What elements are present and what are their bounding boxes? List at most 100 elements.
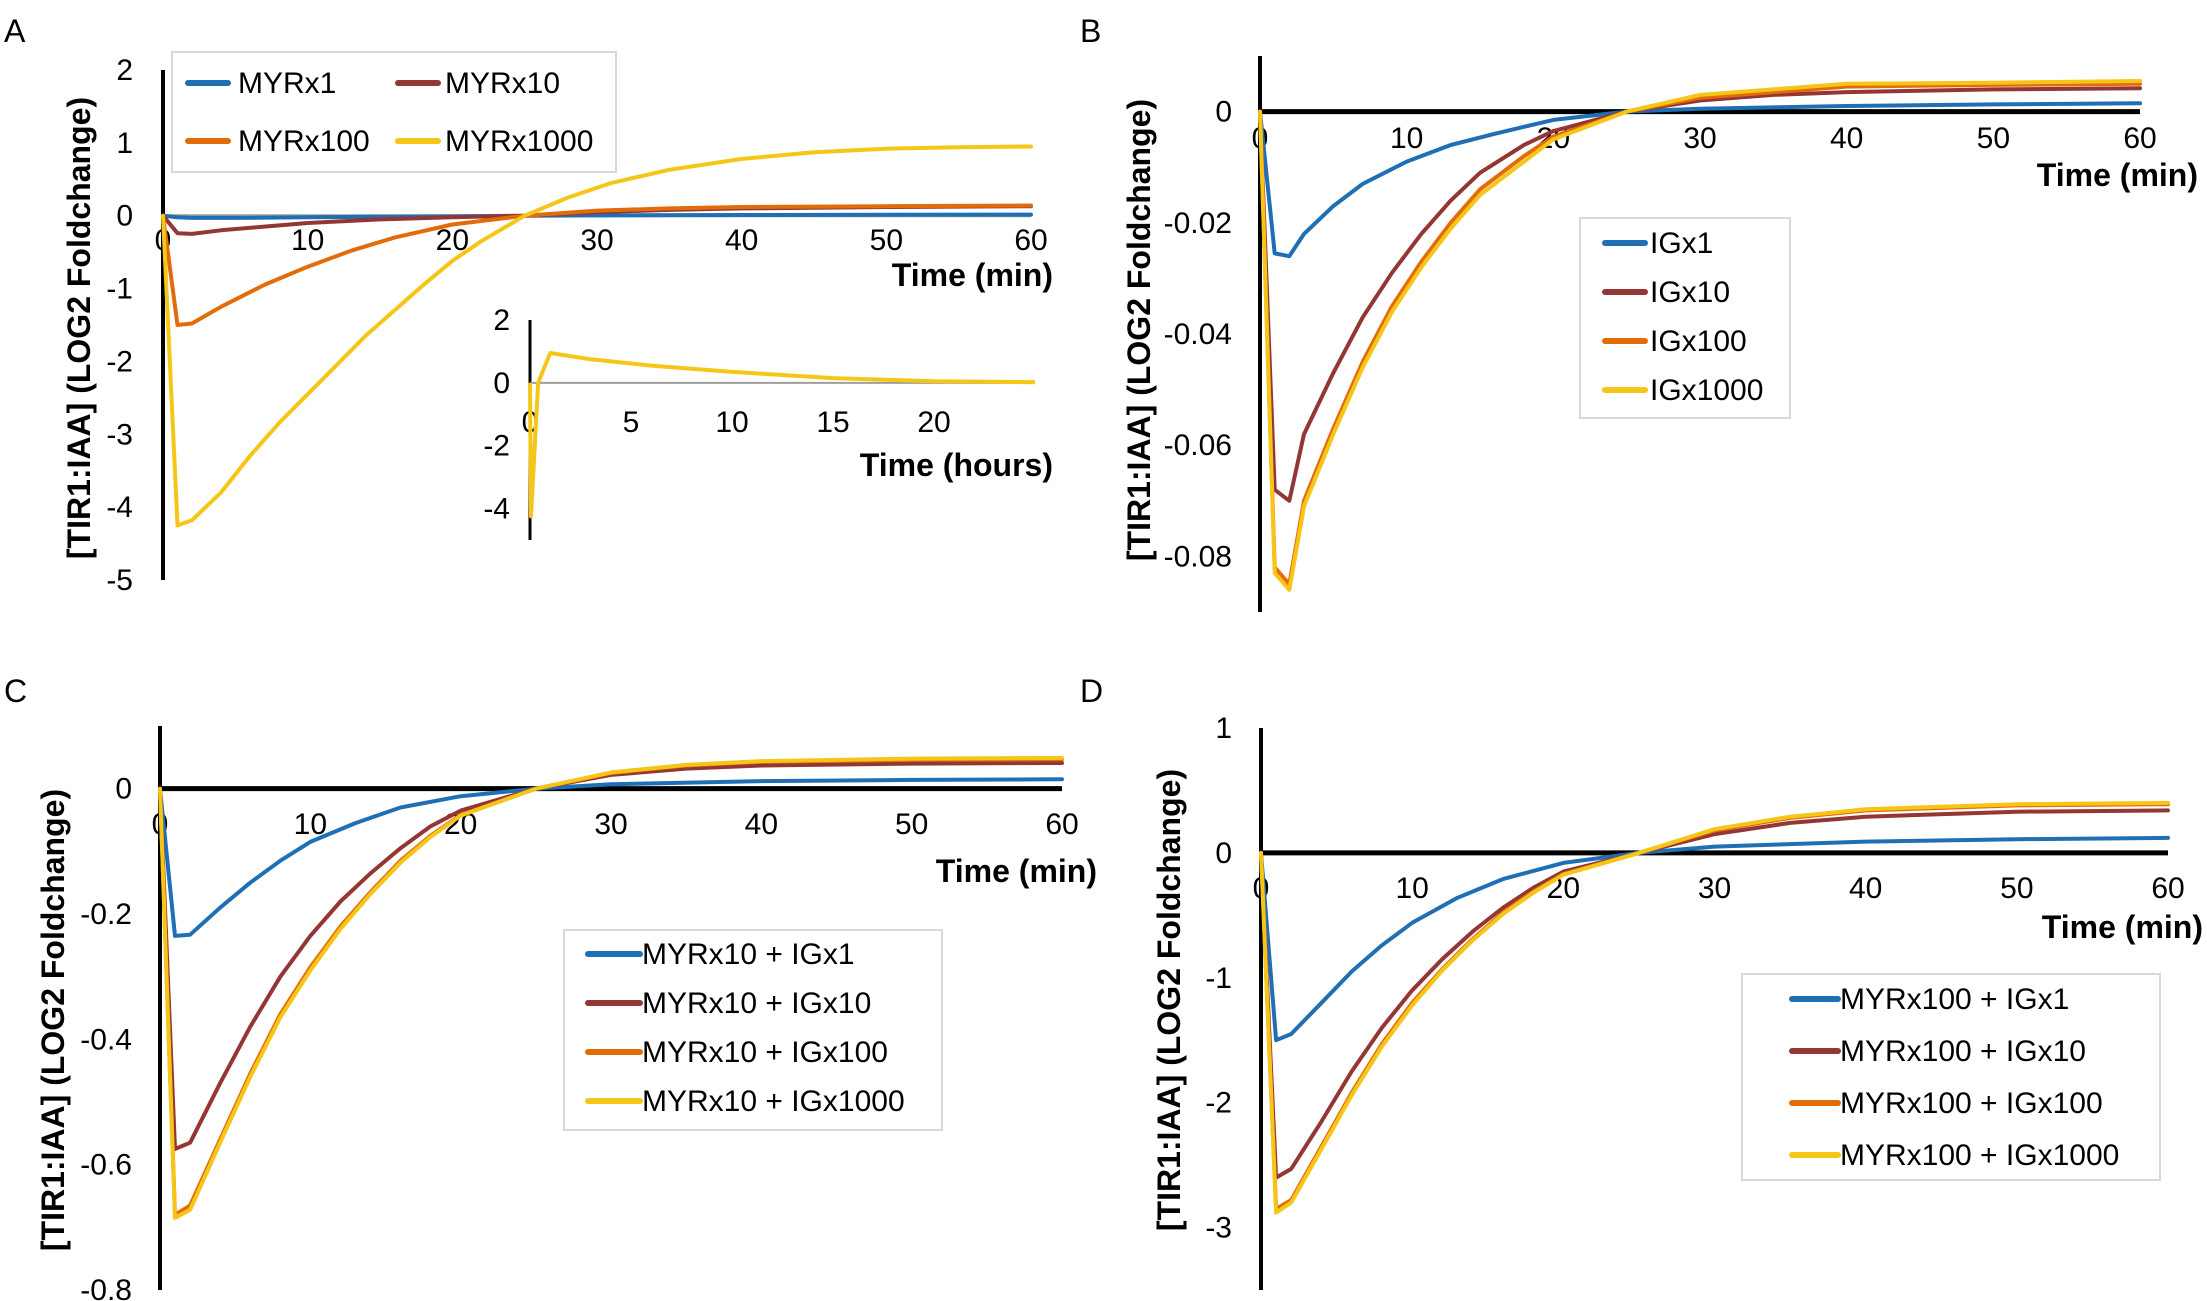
- series-line-myrx100-igx1000: [1259, 800, 2170, 1215]
- series-line-igx1: [1258, 101, 2142, 259]
- y-tick-label: 0: [1215, 837, 1232, 870]
- y-tick-label: -4: [106, 491, 133, 524]
- panel-b-xlabel: Time (min): [2037, 157, 2198, 193]
- panel-a-plot: 210-1-2-3-4-50 10 20 30 40 50 60: [106, 54, 1047, 597]
- panel-c-letter: C: [4, 673, 27, 709]
- panel-a-letter: A: [4, 13, 26, 49]
- y-tick-label: -0.02: [1164, 207, 1232, 240]
- y-tick-label: 0: [1215, 96, 1232, 129]
- legend-label: MYRx100 + IGx1: [1840, 983, 2069, 1016]
- panel-b-ylabel: [TIR1:IAA] (LOG2 Foldchange): [1121, 99, 1157, 561]
- y-tick-label: -0.4: [80, 1023, 132, 1056]
- legend-entry: MYRx10 + IGx10: [585, 987, 871, 1020]
- legend-label: MYRx10: [445, 67, 560, 100]
- y-tick-label: 1: [1215, 712, 1232, 745]
- inset-x-tick-label: 15: [816, 406, 849, 439]
- y-tick-label: 2: [116, 54, 133, 87]
- inset-y-tick-label: -4: [483, 493, 510, 526]
- legend-entry: MYRx100 + IGx1000: [1789, 1139, 2119, 1172]
- panel-b-plot: 0-0.02-0.04-0.06-0.080 10 20 30 40 50 60: [1164, 56, 2157, 612]
- x-tick-label: 60: [1014, 224, 1047, 257]
- y-tick-label: -2: [106, 345, 133, 378]
- series-line-myrx1: [161, 212, 1033, 220]
- y-tick-label: -1: [1205, 962, 1232, 995]
- legend-label: MYRx10 + IGx1000: [642, 1085, 905, 1118]
- panel-a: A [TIR1:IAA] (LOG2 Foldchange) 210-1-2-3…: [4, 13, 1053, 597]
- legend-entry: MYRx1000: [395, 125, 593, 158]
- y-tick-label: -2: [1205, 1087, 1232, 1120]
- y-tick-label: -1: [106, 273, 133, 306]
- legend-entry: MYRx10 + IGx1: [585, 938, 855, 971]
- panel-c-legend: MYRx10 + IGx1 MYRx10 + IGx10 MYRx10 + IG…: [563, 929, 943, 1131]
- x-tick-label: 30: [580, 224, 613, 257]
- legend-label: MYRx10 + IGx10: [642, 987, 871, 1020]
- series-line-myrx1000: [161, 144, 1033, 528]
- legend-entry: MYRx100 + IGx1: [1789, 983, 2069, 1016]
- x-tick-label: 10: [1395, 872, 1428, 905]
- panel-c: C [TIR1:IAA] (LOG2 Foldchange) 0 -0.2 -0.4…: [4, 673, 1097, 1301]
- series-line-myrx10-igx1: [158, 777, 1064, 938]
- panel-b-letter: B: [1080, 13, 1101, 49]
- panel-b: B [TIR1:IAA] (LOG2 Foldchange) 0 -0.02 -0.…: [1080, 13, 2198, 612]
- panel-d-legend: MYRx100 + IGx1 MYRx100 + IGx10 MYRx100 +…: [1741, 973, 2161, 1181]
- legend-label: IGx10: [1650, 276, 1730, 309]
- panel-c-plot: 0-0.2-0.4-0.6-0.80 10 20 30 40 50 60: [80, 726, 1079, 1301]
- x-tick-label: 50: [1977, 122, 2010, 155]
- y-tick-label: -5: [106, 564, 133, 597]
- y-tick-label: -0.6: [80, 1149, 132, 1182]
- inset-y-tick-label: 0: [493, 367, 510, 400]
- x-tick-label: 40: [725, 224, 758, 257]
- legend-label: IGx100: [1650, 325, 1747, 358]
- legend-entry: MYRx10 + IGx100: [585, 1036, 888, 1069]
- series-line-myrx100: [161, 203, 1033, 327]
- legend-entry: MYRx10 + IGx1000: [585, 1085, 905, 1118]
- y-tick-label: -0.08: [1164, 540, 1232, 573]
- panel-a-inset: 20-2-40 5 10 15 20: [483, 304, 1036, 540]
- inset-series-line: [528, 351, 1036, 519]
- legend-entry: IGx1000: [1602, 374, 1763, 407]
- panel-d-plot: 10-1-2-30 10 20 30 40 50 60: [1205, 712, 2185, 1290]
- panel-a-ylabel: [TIR1:IAA] (LOG2 Foldchange): [61, 97, 97, 559]
- x-tick-label: 10: [291, 224, 324, 257]
- x-tick-label: 40: [745, 808, 778, 841]
- x-tick-label: 30: [1698, 872, 1731, 905]
- inset-y-tick-label: -2: [483, 430, 510, 463]
- legend-label: MYRx10 + IGx1: [642, 938, 855, 971]
- y-tick-label: 0: [116, 200, 133, 233]
- panel-a-legend-box: [171, 51, 617, 173]
- y-tick-label: -0.2: [80, 898, 132, 931]
- inset-x-tick-label: 20: [917, 406, 950, 439]
- x-tick-label: 60: [2151, 872, 2184, 905]
- panel-c-ylabel: [TIR1:IAA] (LOG2 Foldchange): [35, 789, 71, 1251]
- legend-entry: MYRx100: [185, 125, 370, 158]
- panel-a-xlabel: Time (min): [892, 257, 1053, 293]
- series-line-myrx10-igx10: [158, 761, 1064, 1151]
- panel-b-legend-box: [1579, 217, 1791, 419]
- x-tick-label: 60: [2123, 122, 2156, 155]
- legend-label: MYRx100 + IGx1000: [1840, 1139, 2119, 1172]
- series-line-myrx100-igx1: [1259, 835, 2170, 1043]
- legend-entry: MYRx100 + IGx100: [1789, 1087, 2103, 1120]
- legend-label: MYRx100 + IGx10: [1840, 1035, 2086, 1068]
- legend-entry: MYRx100 + IGx10: [1789, 1035, 2086, 1068]
- inset-y-tick-label: 2: [493, 304, 510, 337]
- x-tick-label: 50: [895, 808, 928, 841]
- y-tick-label: -0.8: [80, 1274, 132, 1301]
- y-tick-label: -0.04: [1164, 318, 1232, 351]
- legend-entry: IGx100: [1602, 325, 1747, 358]
- panel-c-xlabel: Time (min): [936, 853, 1097, 889]
- x-tick-label: 10: [1390, 122, 1423, 155]
- inset-x-tick-label: 10: [715, 406, 748, 439]
- x-tick-label: 30: [594, 808, 627, 841]
- panel-d-ylabel: [TIR1:IAA] (LOG2 Foldchange): [1151, 769, 1187, 1231]
- series-line-myrx100-igx10: [1259, 808, 2170, 1180]
- panel-d-letter: D: [1080, 673, 1103, 709]
- legend-entry: MYRx10: [395, 67, 560, 100]
- legend-label: MYRx1: [238, 67, 336, 100]
- legend-entry: IGx10: [1602, 276, 1730, 309]
- y-tick-label: -0.06: [1164, 429, 1232, 462]
- inset-x-tick-label: 5: [623, 406, 640, 439]
- series-line-igx10: [1258, 86, 2142, 503]
- panel-d-xlabel: Time (min): [2042, 909, 2203, 945]
- legend-label: MYRx100 + IGx100: [1840, 1087, 2103, 1120]
